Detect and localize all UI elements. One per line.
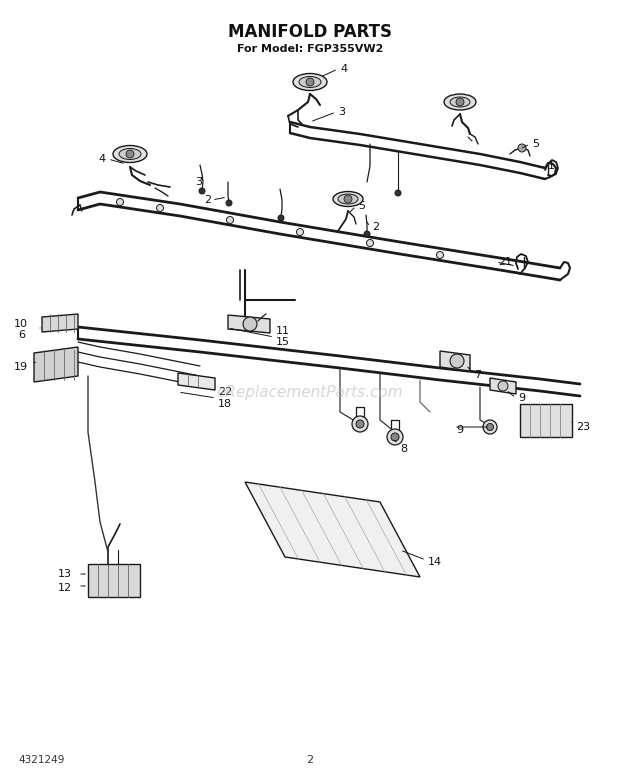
Ellipse shape bbox=[299, 77, 321, 88]
Ellipse shape bbox=[293, 74, 327, 91]
Circle shape bbox=[352, 416, 368, 432]
Circle shape bbox=[243, 317, 257, 331]
Polygon shape bbox=[228, 315, 270, 333]
Circle shape bbox=[366, 239, 373, 246]
Circle shape bbox=[395, 190, 401, 196]
Circle shape bbox=[156, 205, 164, 211]
Polygon shape bbox=[440, 351, 470, 371]
Text: MANIFOLD PARTS: MANIFOLD PARTS bbox=[228, 23, 392, 41]
Circle shape bbox=[126, 150, 134, 158]
Circle shape bbox=[483, 420, 497, 434]
Polygon shape bbox=[34, 347, 78, 382]
Text: 4321249: 4321249 bbox=[18, 755, 64, 765]
Circle shape bbox=[487, 424, 494, 431]
Text: 2: 2 bbox=[204, 195, 211, 205]
Text: 7: 7 bbox=[474, 370, 481, 380]
Circle shape bbox=[456, 98, 464, 106]
Text: 15: 15 bbox=[276, 337, 290, 347]
Text: 3: 3 bbox=[195, 177, 202, 187]
Text: 9: 9 bbox=[456, 425, 463, 435]
Circle shape bbox=[278, 215, 284, 221]
Ellipse shape bbox=[333, 192, 363, 206]
Circle shape bbox=[450, 354, 464, 368]
Text: 5: 5 bbox=[532, 139, 539, 149]
Polygon shape bbox=[178, 373, 215, 390]
Circle shape bbox=[226, 217, 234, 224]
Circle shape bbox=[199, 188, 205, 194]
Text: 8: 8 bbox=[400, 444, 407, 454]
Text: 4: 4 bbox=[340, 64, 347, 74]
Circle shape bbox=[226, 200, 232, 206]
Circle shape bbox=[498, 381, 508, 391]
Text: 19: 19 bbox=[14, 362, 28, 372]
Ellipse shape bbox=[119, 149, 141, 160]
Text: 6: 6 bbox=[18, 330, 25, 340]
Text: 5: 5 bbox=[358, 201, 365, 211]
Polygon shape bbox=[520, 404, 572, 437]
Circle shape bbox=[296, 228, 304, 235]
Polygon shape bbox=[245, 482, 420, 577]
Text: 4: 4 bbox=[98, 154, 105, 164]
Circle shape bbox=[356, 420, 364, 428]
Polygon shape bbox=[42, 314, 78, 332]
Text: 22: 22 bbox=[218, 387, 232, 397]
Text: 10: 10 bbox=[14, 319, 28, 329]
Text: 11: 11 bbox=[276, 326, 290, 336]
Ellipse shape bbox=[450, 97, 470, 107]
Text: 2: 2 bbox=[372, 222, 379, 232]
Circle shape bbox=[364, 231, 370, 237]
Text: 14: 14 bbox=[428, 557, 442, 567]
Text: 18: 18 bbox=[218, 399, 232, 409]
Ellipse shape bbox=[338, 194, 358, 204]
Circle shape bbox=[117, 199, 123, 206]
Circle shape bbox=[306, 78, 314, 86]
Ellipse shape bbox=[113, 145, 147, 163]
Text: 21: 21 bbox=[498, 257, 512, 267]
Text: 2: 2 bbox=[306, 755, 314, 765]
Polygon shape bbox=[490, 378, 516, 394]
Polygon shape bbox=[88, 564, 140, 597]
Text: For Model: FGP355VW2: For Model: FGP355VW2 bbox=[237, 44, 383, 54]
Text: 13: 13 bbox=[58, 569, 72, 579]
Circle shape bbox=[387, 429, 403, 445]
Text: 23: 23 bbox=[576, 422, 590, 432]
Circle shape bbox=[391, 433, 399, 441]
Text: 9: 9 bbox=[518, 393, 525, 403]
Text: eReplacementParts.com: eReplacementParts.com bbox=[216, 385, 404, 400]
Circle shape bbox=[344, 195, 352, 203]
Ellipse shape bbox=[444, 94, 476, 110]
Circle shape bbox=[518, 144, 526, 152]
Text: 1: 1 bbox=[548, 161, 555, 171]
Text: 3: 3 bbox=[338, 107, 345, 117]
Text: 12: 12 bbox=[58, 583, 72, 593]
Circle shape bbox=[436, 252, 443, 259]
